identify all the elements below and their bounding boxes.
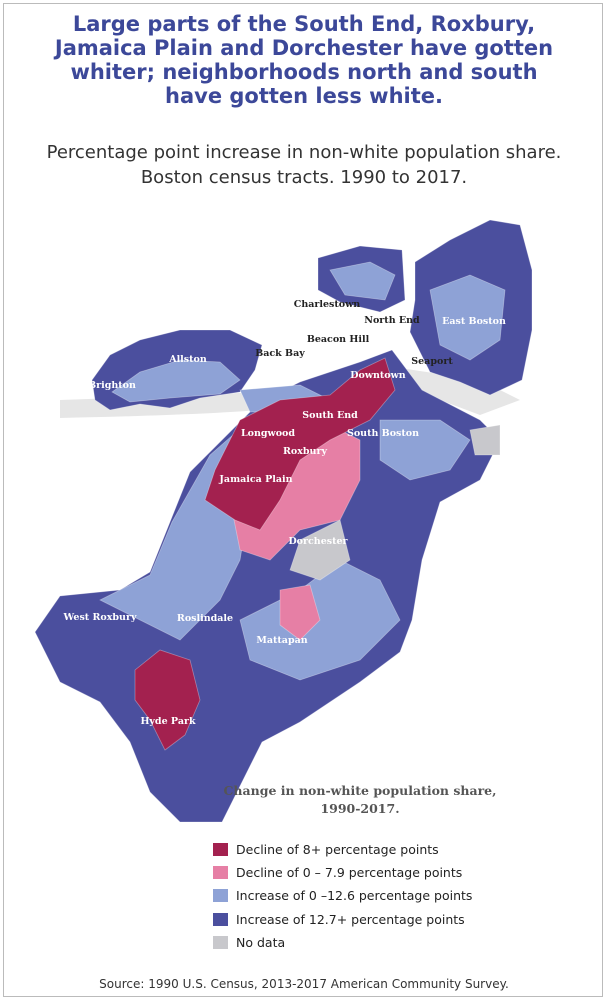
map-label: South Boston xyxy=(347,428,419,439)
map-label: Allston xyxy=(168,354,207,365)
map-label: Dorchester xyxy=(288,536,348,547)
legend-item: Increase of 12.7+ percentage points xyxy=(213,908,472,931)
legend-item: Decline of 0 – 7.9 percentage points xyxy=(213,861,472,884)
legend-swatch xyxy=(213,912,228,926)
map-label: Mattapan xyxy=(256,635,307,646)
region xyxy=(429,274,506,361)
region xyxy=(111,359,241,403)
frame xyxy=(3,3,603,997)
title: Large parts of the South End, Roxbury, J… xyxy=(54,12,554,108)
legend-label: Increase of 12.7+ percentage points xyxy=(236,911,465,927)
legend-swatch xyxy=(213,935,228,949)
map-label: Roslindale xyxy=(177,613,233,624)
region xyxy=(379,419,471,481)
region xyxy=(289,519,351,581)
legend-title: Change in non-white population share, 19… xyxy=(223,783,497,816)
map-label: Seaport xyxy=(411,356,453,367)
legend-label: Increase of 0 –12.6 percentage points xyxy=(236,888,473,904)
source: Source: 1990 U.S. Census, 2013-2017 Amer… xyxy=(99,977,509,991)
region xyxy=(279,584,321,641)
legend-item: Decline of 8+ percentage points xyxy=(213,838,472,861)
map-label: Brighton xyxy=(88,380,136,391)
map-label: Jamaica Plain xyxy=(218,474,292,485)
legend: Decline of 8+ percentage points Decline o… xyxy=(213,838,472,954)
legend-label: No data xyxy=(236,934,286,950)
map-label: Beacon Hill xyxy=(307,334,370,345)
map-label: Roxbury xyxy=(283,446,327,457)
map-label: Hyde Park xyxy=(140,716,196,727)
map-label: East Boston xyxy=(442,316,506,327)
legend-label: Decline of 8+ percentage points xyxy=(236,842,439,858)
map-label: Longwood xyxy=(241,428,295,439)
region xyxy=(134,649,201,751)
map-label: Back Bay xyxy=(255,348,305,359)
legend-swatch xyxy=(213,866,228,880)
map-label: Charlestown xyxy=(294,299,361,310)
region xyxy=(204,357,396,531)
legend-item: No data xyxy=(213,931,472,954)
legend-swatch xyxy=(213,843,228,857)
legend-swatch xyxy=(213,889,228,903)
legend-item: Increase of 0 –12.6 percentage points xyxy=(213,884,472,907)
legend-label: Decline of 0 – 7.9 percentage points xyxy=(236,865,463,881)
map-label: North End xyxy=(364,315,420,326)
region xyxy=(469,424,501,456)
region xyxy=(329,261,396,301)
map-label: West Roxbury xyxy=(63,612,137,623)
map-label: Downtown xyxy=(350,370,406,381)
map-label: South End xyxy=(302,410,358,421)
subtitle: Percentage point increase in non-white p… xyxy=(46,142,562,188)
